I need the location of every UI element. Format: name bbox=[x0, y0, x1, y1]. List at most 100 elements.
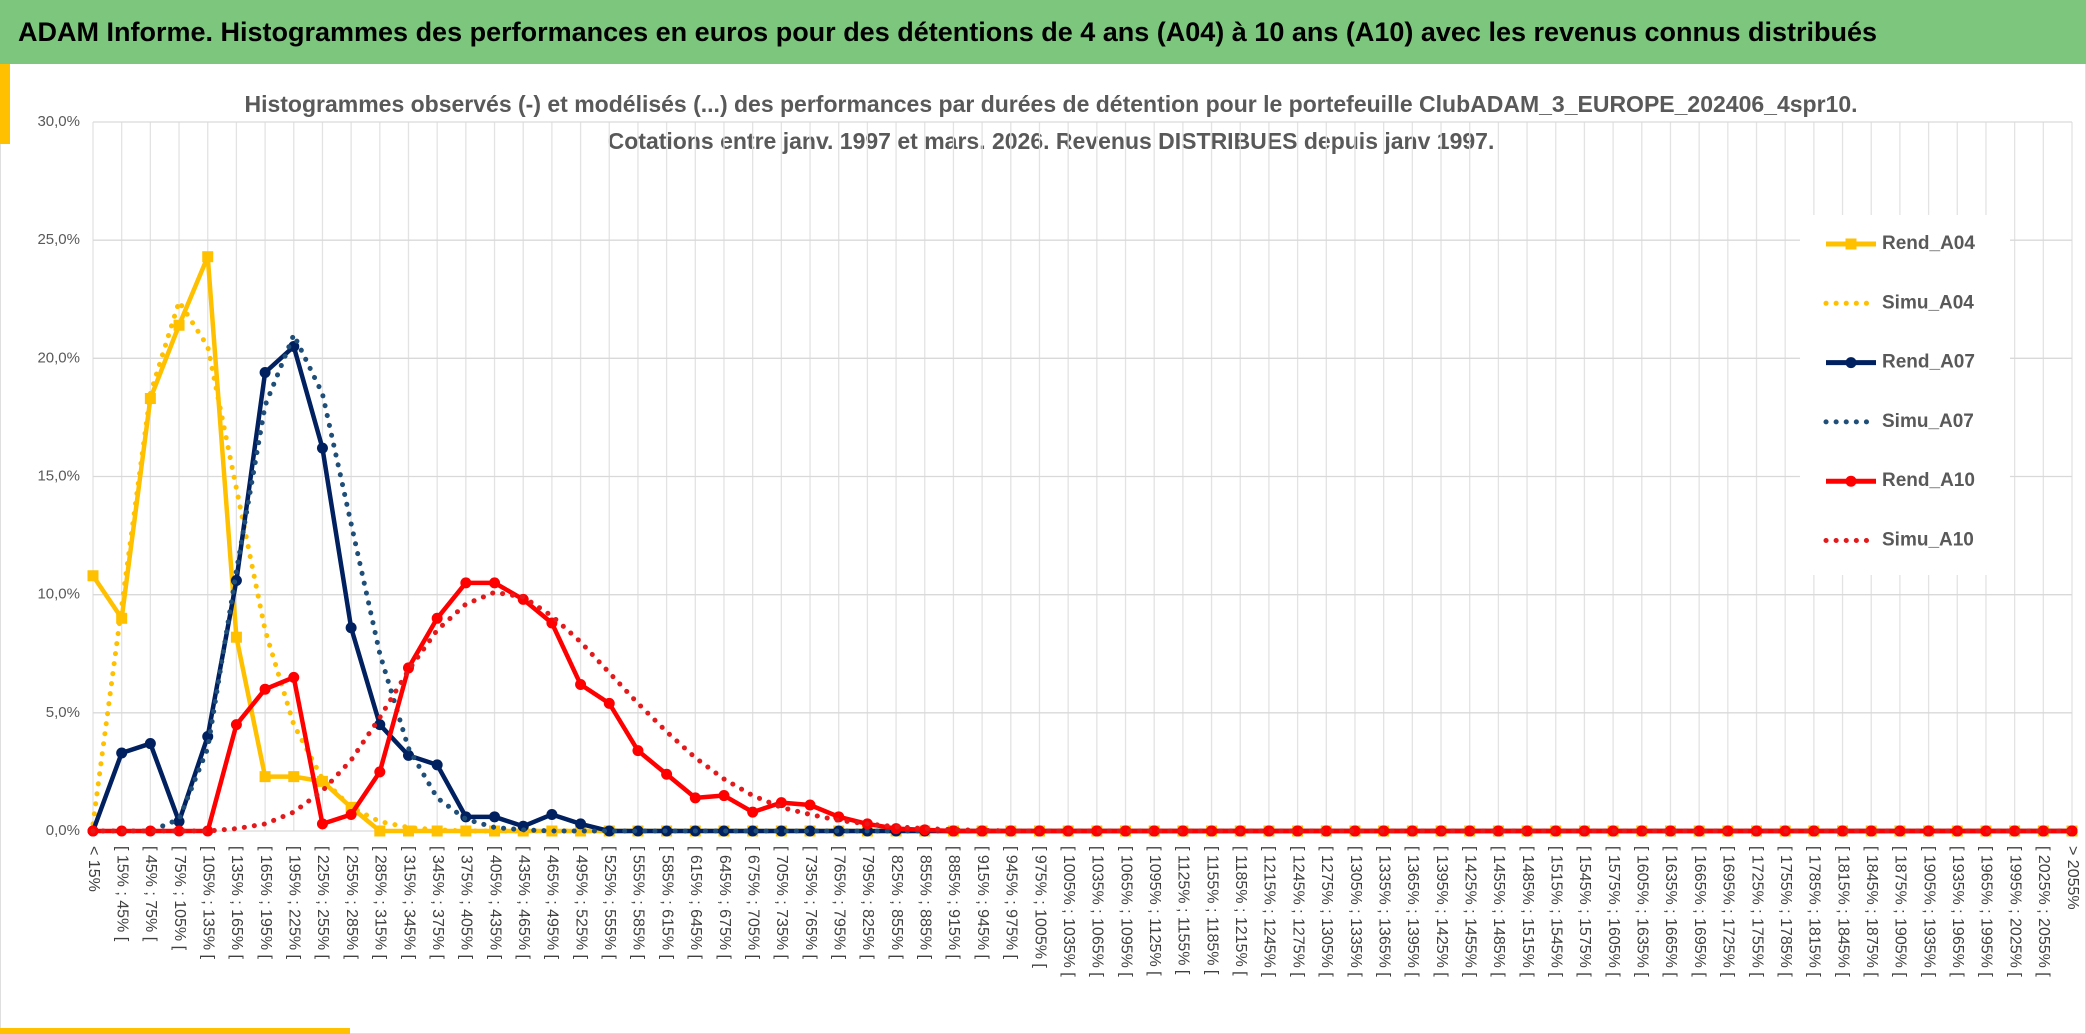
x-tick-label: [ 735% ; 765% [ bbox=[802, 846, 819, 960]
marker bbox=[489, 577, 501, 589]
marker bbox=[116, 612, 128, 624]
marker bbox=[259, 771, 271, 783]
x-tick-label: [ 1305% ; 1335% [ bbox=[1347, 846, 1364, 977]
legend-label: Rend_A07 bbox=[1882, 352, 1975, 373]
marker bbox=[173, 319, 185, 331]
marker bbox=[1120, 825, 1132, 837]
x-tick-label: [ 1395% ; 1425% [ bbox=[1433, 846, 1450, 977]
marker bbox=[316, 442, 328, 454]
x-tick-label: [ 945% ; 975% [ bbox=[1003, 846, 1020, 960]
x-tick-label: [ 1065% ; 1095% [ bbox=[1117, 846, 1134, 977]
marker bbox=[374, 766, 386, 778]
legend-label: Rend_A04 bbox=[1882, 233, 1975, 254]
marker bbox=[2066, 825, 2078, 837]
legend-label: Simu_A07 bbox=[1882, 411, 1974, 432]
x-tick-label: [ 1335% ; 1365% [ bbox=[1375, 846, 1392, 977]
x-tick-label: [ 1875% ; 1905% [ bbox=[1892, 846, 1909, 977]
marker bbox=[575, 818, 587, 830]
marker bbox=[173, 825, 185, 837]
marker bbox=[1464, 825, 1476, 837]
legend-marker bbox=[1845, 475, 1857, 487]
x-tick-label: [ 645% ; 675% [ bbox=[716, 846, 733, 960]
marker bbox=[230, 719, 242, 731]
marker bbox=[1664, 825, 1676, 837]
marker bbox=[575, 678, 587, 690]
y-tick-label: 10,0% bbox=[37, 586, 80, 603]
x-tick-label: [ 1605% ; 1635% [ bbox=[1634, 846, 1651, 977]
series-line bbox=[90, 332, 2075, 834]
legend-label: Simu_A04 bbox=[1882, 292, 1974, 313]
chart-title: Cotations entre janv. 1997 et mars. 2026… bbox=[608, 128, 1495, 154]
y-tick-label: 0,0% bbox=[46, 822, 80, 839]
marker bbox=[116, 747, 128, 759]
marker bbox=[374, 719, 386, 731]
marker bbox=[288, 771, 300, 783]
x-tick-label: [ 525% ; 555% [ bbox=[601, 846, 618, 960]
marker bbox=[1349, 825, 1361, 837]
legend-label: Simu_A10 bbox=[1882, 530, 1974, 551]
x-tick-label: [ 765% ; 795% [ bbox=[830, 846, 847, 960]
legend-label: Rend_A10 bbox=[1882, 470, 1975, 491]
accent bbox=[0, 64, 10, 144]
marker bbox=[689, 792, 701, 804]
marker bbox=[345, 801, 357, 813]
x-tick-label: [ 375% ; 405% [ bbox=[458, 846, 475, 960]
marker bbox=[804, 825, 816, 837]
marker bbox=[259, 683, 271, 695]
x-tick-label: [ 1815% ; 1845% [ bbox=[1834, 846, 1851, 977]
x-tick-label: < 15% bbox=[85, 846, 102, 892]
marker bbox=[1837, 825, 1849, 837]
series-line bbox=[90, 589, 2075, 834]
x-tick-label: [ 1425% ; 1455% [ bbox=[1461, 846, 1478, 977]
marker bbox=[1636, 825, 1648, 837]
x-tick-label: [ 1665% ; 1695% [ bbox=[1691, 846, 1708, 977]
y-tick-label: 5,0% bbox=[46, 704, 80, 721]
marker bbox=[460, 577, 472, 589]
marker bbox=[1292, 825, 1304, 837]
marker bbox=[1148, 825, 1160, 837]
marker bbox=[718, 790, 730, 802]
marker bbox=[775, 825, 787, 837]
marker bbox=[431, 612, 443, 624]
marker bbox=[87, 570, 99, 582]
chart-title: Histogrammes observés (-) et modélisés (… bbox=[244, 91, 1857, 117]
x-tick-label: [ 1155% ; 1185% [ bbox=[1203, 846, 1220, 975]
x-tick-label: [ 915% ; 945% [ bbox=[974, 846, 991, 960]
series-line bbox=[93, 580, 2072, 834]
x-tick-label: [ 825% ; 855% [ bbox=[888, 846, 905, 960]
marker bbox=[747, 825, 759, 837]
x-tick-label: [ 1905% ; 1935% [ bbox=[1920, 846, 1937, 977]
x-tick-label: [ 615% ; 645% [ bbox=[687, 846, 704, 960]
x-tick-label: [ 1575% ; 1605% [ bbox=[1605, 846, 1622, 977]
x-tick-label: [ 1275% ; 1305% [ bbox=[1318, 846, 1335, 977]
x-tick-label: [ 1455% ; 1485% [ bbox=[1490, 846, 1507, 977]
x-tick-label: [ 1725% ; 1755% [ bbox=[1748, 846, 1765, 977]
header-bar bbox=[0, 0, 2086, 64]
x-tick-label: [ 285% ; 315% [ bbox=[372, 846, 389, 960]
x-tick-label: [ 1695% ; 1725% [ bbox=[1720, 846, 1737, 977]
x-tick-label: [ 1095% ; 1125% [ bbox=[1146, 846, 1163, 976]
marker bbox=[603, 697, 615, 709]
marker bbox=[661, 768, 673, 780]
x-tick-label: [ 105% ; 135% [ bbox=[199, 846, 216, 960]
marker bbox=[546, 808, 558, 820]
x-tick-label: [ 1635% ; 1665% [ bbox=[1662, 846, 1679, 977]
x-tick-label: [ 2025% ; 2055% [ bbox=[2035, 846, 2052, 977]
marker bbox=[316, 775, 328, 787]
legend-marker bbox=[1845, 238, 1857, 250]
x-tick-label: [ 165% ; 195% [ bbox=[257, 846, 274, 960]
marker bbox=[345, 808, 357, 820]
marker bbox=[144, 825, 156, 837]
marker bbox=[316, 818, 328, 830]
marker bbox=[202, 825, 214, 837]
x-tick-label: [ 345% ; 375% [ bbox=[429, 846, 446, 960]
marker bbox=[288, 671, 300, 683]
x-tick-label: [ 405% ; 435% [ bbox=[486, 846, 503, 960]
marker bbox=[173, 816, 185, 828]
x-tick-label: [ 45% ; 75% [ bbox=[142, 846, 159, 942]
marker bbox=[259, 367, 271, 379]
marker bbox=[575, 825, 587, 837]
x-tick-label: [ 1995% ; 2025% [ bbox=[2006, 846, 2023, 977]
x-tick-label: [ 1185% ; 1215% [ bbox=[1232, 846, 1249, 976]
x-tick-label: > 2055% bbox=[2064, 846, 2081, 910]
